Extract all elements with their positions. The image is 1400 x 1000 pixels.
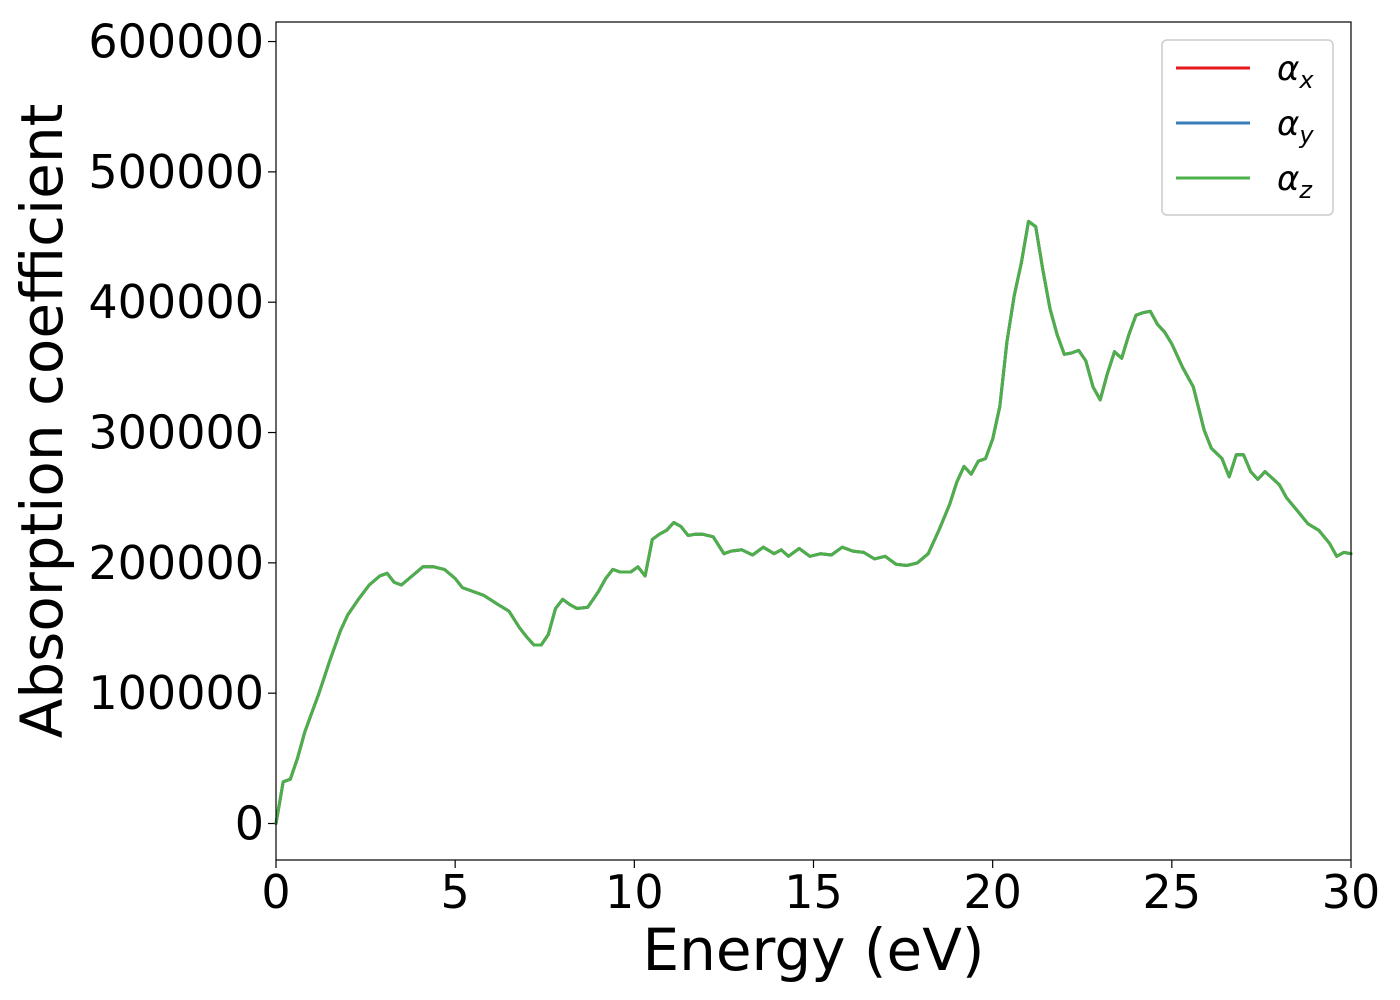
y-tick-label: 500000 [88, 145, 264, 199]
x-axis-label: Energy (eV) [642, 916, 984, 984]
x-tick-label: 25 [1143, 865, 1202, 919]
y-axis-label: Absorption coefficient [8, 104, 76, 739]
series-line-y [274, 219, 1353, 825]
y-tick-label: 600000 [88, 15, 264, 69]
x-tick-label: 10 [605, 865, 664, 919]
y-tick-label: 300000 [88, 406, 264, 460]
series-line-x [274, 219, 1353, 825]
legend-subscript: z [1298, 176, 1313, 204]
legend-label-x: αx [1277, 49, 1314, 94]
x-tick-label: 20 [963, 865, 1022, 919]
y-tick-label: 200000 [88, 536, 264, 590]
x-tick-label: 0 [261, 865, 290, 919]
legend-box [1161, 39, 1334, 216]
y-axis-ticks: 0 100000 200000 300000 400000 500000 600000 [88, 15, 276, 851]
plot-frame [275, 21, 1352, 861]
x-axis-ticks: 0 5 10 15 20 25 30 [261, 860, 1380, 919]
legend-label-y: αy [1277, 104, 1314, 149]
x-tick-label: 5 [441, 865, 470, 919]
legend-label-z: αz [1277, 159, 1313, 204]
x-tick-label: 15 [784, 865, 843, 919]
legend-symbol: α [1277, 159, 1299, 199]
legend-symbol: α [1277, 49, 1299, 89]
series-line-z [274, 219, 1353, 825]
y-tick-label: 0 [235, 797, 264, 851]
y-tick-label: 400000 [88, 275, 264, 329]
legend-symbol: α [1277, 104, 1299, 144]
x-tick-label: 30 [1322, 865, 1381, 919]
legend-subscript: y [1298, 121, 1314, 149]
legend-subscript: x [1298, 66, 1314, 94]
y-tick-label: 100000 [88, 666, 264, 720]
series-lines [274, 219, 1353, 825]
